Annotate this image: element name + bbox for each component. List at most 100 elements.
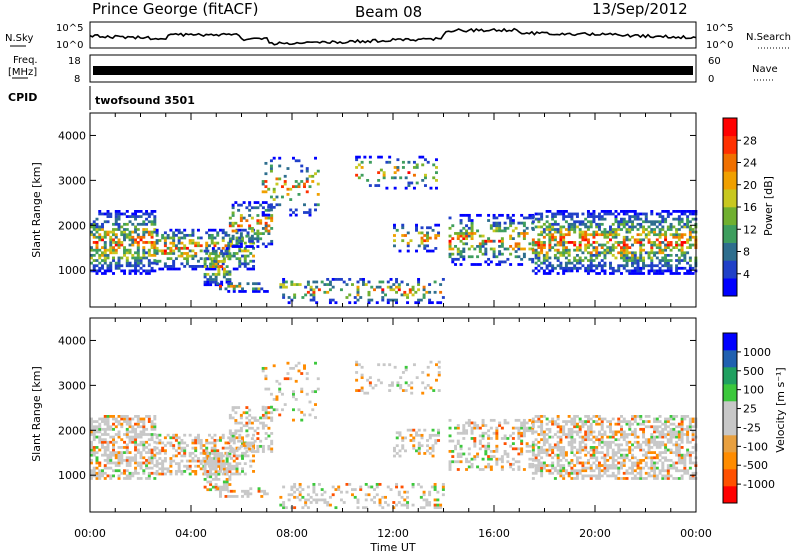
scatter-cell	[235, 472, 239, 476]
scatter-cell	[531, 464, 535, 467]
scatter-cell	[691, 451, 695, 454]
scatter-cell	[362, 277, 365, 281]
scatter-cell	[603, 461, 607, 465]
scatter-cell	[248, 245, 252, 248]
scatter-cell	[406, 244, 410, 248]
scatter-cell	[209, 262, 213, 266]
scatter-cell	[597, 464, 601, 467]
scatter-cell	[183, 451, 187, 455]
scatter-cell	[650, 210, 654, 213]
scatter-cell	[261, 180, 265, 183]
scatter-cell	[355, 378, 359, 382]
scatter-cell	[308, 208, 312, 212]
scatter-cell	[209, 280, 213, 284]
scatter-cell	[503, 226, 507, 230]
scatter-cell	[278, 413, 282, 417]
scatter-cell	[378, 285, 382, 289]
scatter-cell	[367, 493, 371, 497]
scatter-cell	[282, 503, 286, 507]
scatter-cell	[562, 464, 566, 467]
scatter-cell	[404, 365, 408, 369]
scatter-cell	[647, 456, 651, 460]
scatter-cell	[603, 228, 607, 231]
scatter-cell	[323, 498, 327, 502]
scatter-cell	[581, 440, 585, 444]
scatter-cell	[617, 220, 621, 224]
scatter-cell	[476, 426, 480, 430]
scatter-cell	[581, 264, 585, 268]
scatter-cell	[642, 430, 646, 434]
scatter-cell	[270, 219, 274, 223]
scatter-cell	[314, 416, 317, 419]
scatter-cell	[448, 244, 452, 248]
scatter-cell	[317, 482, 321, 486]
scatter-cell	[498, 213, 502, 217]
scatter-cell	[158, 472, 162, 476]
scatter-cell	[592, 241, 596, 244]
scatter-cell	[551, 446, 555, 449]
scatter-cell	[664, 435, 668, 439]
scatter-cell	[597, 430, 601, 434]
scatter-cell	[422, 288, 426, 292]
scatter-cell	[177, 246, 181, 250]
scatter-cell	[600, 425, 604, 429]
scatter-cell	[103, 440, 107, 444]
scatter-cell	[239, 439, 243, 443]
scatter-cell	[256, 437, 260, 440]
scatter-cell	[439, 503, 443, 507]
scatter-cell	[235, 467, 239, 471]
scatter-cell	[278, 203, 282, 207]
scatter-cell	[239, 232, 243, 235]
scatter-cell	[625, 246, 629, 249]
scatter-cell	[467, 452, 471, 456]
scatter-cell	[123, 446, 127, 449]
scatter-cell	[683, 464, 687, 467]
scatter-cell	[658, 243, 662, 247]
scatter-cell	[125, 451, 129, 454]
scatter-cell	[666, 259, 670, 262]
scatter-cell	[454, 426, 458, 430]
scatter-cell	[481, 239, 485, 243]
scatter-cell	[411, 503, 415, 507]
scatter-cell	[672, 422, 676, 426]
scatter-cell	[661, 443, 665, 447]
scatter-cell	[103, 453, 107, 457]
scatter-cell	[434, 441, 438, 445]
scatter-cell	[622, 256, 626, 260]
scatter-cell	[575, 225, 579, 229]
scatter-cell	[487, 434, 491, 438]
scatter-cell	[393, 176, 397, 180]
scatter-cell	[586, 215, 590, 218]
scatter-cell	[559, 438, 563, 442]
scatter-cell	[95, 435, 99, 439]
scatter-cell	[389, 488, 393, 491]
scatter-cell	[564, 469, 568, 473]
scatter-cell	[161, 249, 165, 253]
scatter-cell	[611, 466, 615, 470]
scatter-cell	[303, 185, 306, 189]
scatter-cell	[454, 244, 458, 248]
scatter-cell	[540, 422, 544, 426]
scatter-cell	[264, 190, 268, 194]
scatter-cell	[478, 213, 482, 217]
scatter-cell	[422, 493, 426, 497]
scatter-cell	[617, 443, 621, 447]
scatter-cell	[415, 223, 418, 227]
scatter-cell	[462, 257, 466, 261]
scatter-cell	[631, 261, 634, 265]
scatter-cell	[393, 226, 396, 230]
scatter-cell	[106, 427, 110, 431]
scatter-cell	[589, 464, 593, 467]
scatter-cell	[337, 277, 341, 281]
scatter-cell	[211, 278, 215, 281]
scatter-cell	[600, 438, 604, 442]
scatter-cell	[620, 430, 623, 434]
scatter-cell	[150, 222, 154, 226]
scatter-cell	[611, 222, 615, 226]
scatter-cell	[603, 212, 607, 216]
scatter-cell	[437, 365, 441, 369]
scatter-cell	[639, 417, 643, 421]
scatter-cell	[298, 490, 302, 494]
scatter-cell	[131, 230, 135, 234]
colorbar-segment	[723, 435, 737, 453]
